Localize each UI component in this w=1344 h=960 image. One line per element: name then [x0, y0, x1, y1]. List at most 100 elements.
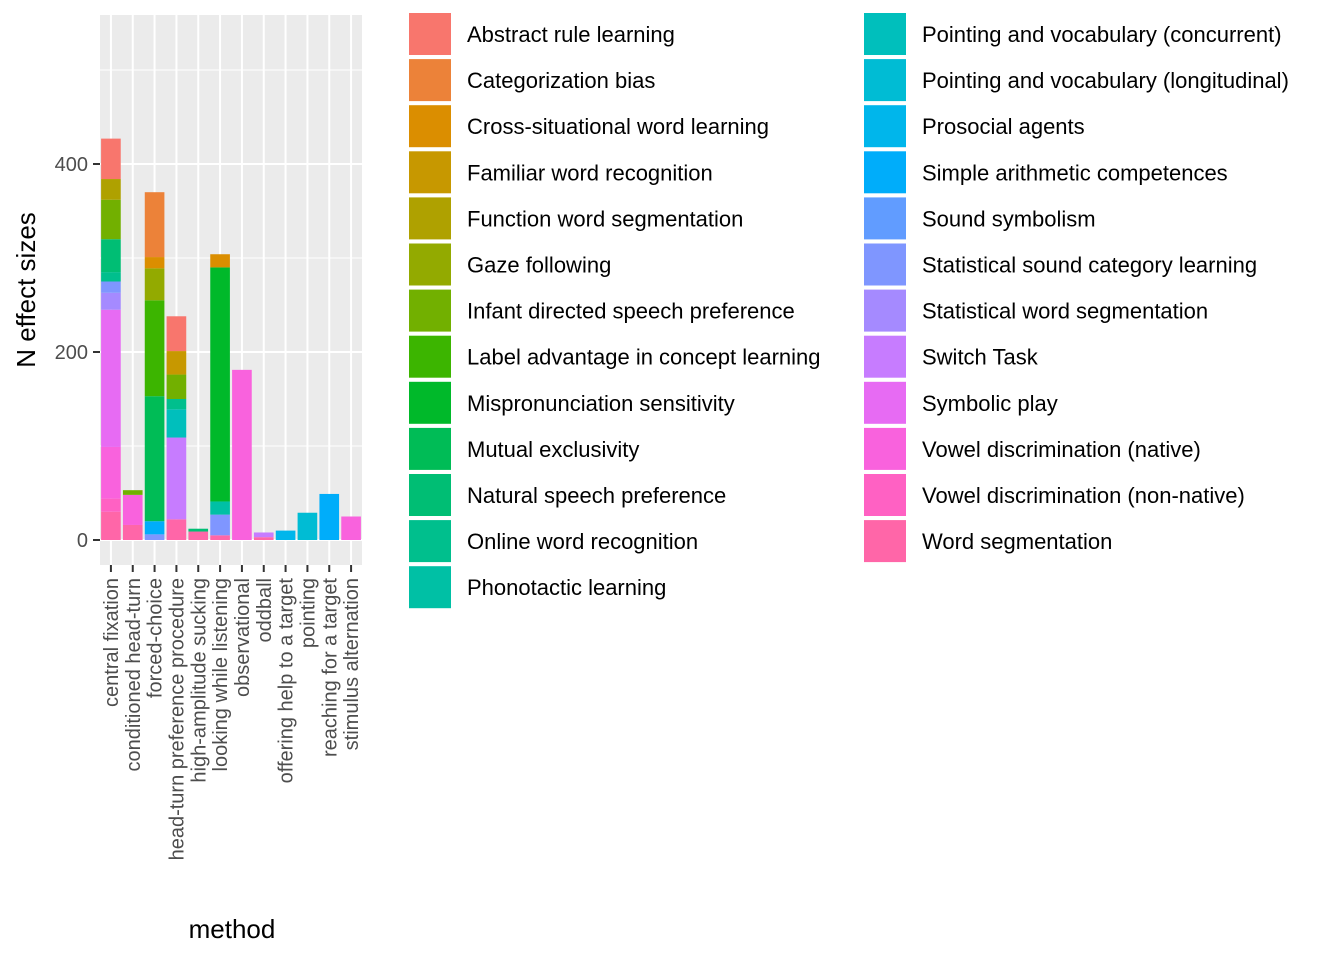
legend-swatch: [864, 474, 906, 516]
y-tick-label: 400: [55, 154, 88, 176]
bar-segment: central fixation — Infant directed speec…: [101, 199, 121, 240]
legend-item: Phonotactic learning: [409, 566, 666, 609]
legend-swatch: [409, 289, 451, 332]
legend-label: Vowel discrimination (non-native): [922, 483, 1245, 508]
plot-panel: [100, 15, 362, 565]
y-axis-title: N effect sizes: [11, 212, 41, 368]
legend-swatch: [864, 59, 906, 102]
legend-item: Natural speech preference: [409, 474, 726, 516]
y-axis: 0 200 400: [55, 154, 100, 552]
legend-swatch: [409, 197, 451, 240]
legend-item: Switch Task: [864, 335, 1039, 378]
legend-item: Familiar word recognition: [409, 151, 713, 194]
legend-item: Vowel discrimination (native): [864, 427, 1201, 470]
bar-segment: observational — Vowel discrimination (na…: [232, 369, 252, 540]
legend-swatch: [409, 105, 451, 148]
bar-segment: oddball — Switch Task: 5: [253, 532, 274, 538]
bar-segment: reaching for a target — Simple arithmeti…: [319, 493, 340, 540]
legend-item: Mispronunciation sensitivity: [409, 381, 735, 424]
bar-stacks: central fixation — Word segmentation: 30…: [101, 138, 361, 540]
legend-label: Prosocial agents: [922, 114, 1085, 139]
legend-item: Statistical sound category learning: [864, 243, 1257, 286]
legend-item: Pointing and vocabulary (longitudinal): [864, 59, 1289, 102]
legend-label: Cross-situational word learning: [467, 114, 769, 139]
legend-item: Simple arithmetic competences: [864, 151, 1228, 194]
legend-item: Infant directed speech preference: [409, 289, 795, 332]
bar-segment: forced-choice — Statistical sound catego…: [144, 534, 165, 540]
legend-label: Phonotactic learning: [467, 575, 666, 600]
x-tick-label: observational: [232, 578, 254, 697]
legend-swatch: [409, 427, 451, 470]
bar-segment: central fixation — Online word recogniti…: [101, 272, 121, 282]
x-tick-label: offering help to a target: [276, 578, 298, 784]
x-axis: central fixation conditioned head-turn for…: [101, 565, 363, 860]
bar-segment: conditioned head-turn — Infant directed …: [122, 490, 143, 495]
bar-segment: looking while listening — Word segmentat…: [210, 535, 230, 540]
legend-label: Statistical word segmentation: [922, 299, 1208, 324]
legend-label: Infant directed speech preference: [467, 299, 795, 324]
legend-swatch: [864, 520, 906, 563]
bar-segment: forced-choice — Cross-situational word l…: [144, 257, 165, 269]
legend-item: Label advantage in concept learning: [409, 335, 821, 378]
x-tick-label: reaching for a target: [319, 578, 341, 757]
bar-segment: central fixation — Statistical word segm…: [101, 292, 121, 310]
legend-label: Pointing and vocabulary (concurrent): [922, 22, 1282, 47]
legend-label: Abstract rule learning: [467, 22, 675, 47]
legend-label: Mispronunciation sensitivity: [467, 391, 735, 416]
bar-segment: forced-choice — Label advantage in conce…: [144, 300, 165, 397]
bar-segment: conditioned head-turn — Vowel discrimina…: [122, 494, 143, 525]
bar-segment: conditioned head-turn — Word segmentatio…: [122, 524, 143, 540]
x-tick-label: conditioned head-turn: [123, 578, 145, 771]
legend-swatch: [864, 105, 906, 148]
bar-segment: forced-choice — Mutual exclusivity: 133: [144, 396, 165, 522]
legend-item: Gaze following: [409, 243, 611, 286]
bar-segment: looking while listening — Mispronunciati…: [210, 267, 230, 502]
legend-item: Function word segmentation: [409, 197, 743, 240]
bar-segment: pointing — Pointing and vocabulary (long…: [297, 512, 318, 540]
legend-label: Vowel discrimination (native): [922, 437, 1201, 462]
x-tick-label: pointing: [297, 578, 319, 648]
legend-swatch: [864, 335, 906, 378]
legend-label: Function word segmentation: [467, 206, 743, 231]
x-tick-label: looking while listening: [210, 578, 232, 771]
x-tick-label: forced-choice: [145, 578, 167, 698]
legend-label: Familiar word recognition: [467, 160, 713, 185]
legend-swatch: [409, 13, 451, 55]
legend-item: Abstract rule learning: [409, 13, 675, 55]
bar-segment: looking while listening — Statistical so…: [210, 514, 230, 536]
legend-label: Natural speech preference: [467, 483, 726, 508]
bar-segment: central fixation — Vowel discrimination …: [101, 498, 121, 512]
legend-label: Simple arithmetic competences: [922, 160, 1228, 185]
legend-label: Label advantage in concept learning: [467, 345, 821, 370]
legend-item: Sound symbolism: [864, 197, 1096, 240]
bar-segment: central fixation — Function word segment…: [101, 179, 121, 200]
legend-swatch: [409, 520, 451, 563]
bar-segment: central fixation — Symbolic play: 146: [101, 309, 121, 447]
legend-swatch: [409, 243, 451, 286]
bar-segment: head-turn preference procedure — Familia…: [166, 351, 187, 375]
legend-swatch: [864, 289, 906, 332]
legend-item: Statistical word segmentation: [864, 289, 1208, 332]
legend-swatch: [864, 381, 906, 424]
legend-item: Symbolic play: [864, 381, 1058, 424]
legend-swatch: [409, 151, 451, 194]
minor-gridlines: [100, 69, 362, 447]
legend-swatch: [864, 13, 906, 55]
bar-segment: head-turn preference procedure — Abstrac…: [166, 316, 187, 352]
legend-label: Gaze following: [467, 253, 611, 278]
x-tick-label: stimulus alternation: [341, 578, 363, 750]
legend-swatch: [409, 566, 451, 609]
legend-label: Mutual exclusivity: [467, 437, 639, 462]
x-axis-title: method: [189, 914, 276, 944]
legend-swatch: [864, 197, 906, 240]
legend-label: Online word recognition: [467, 529, 698, 554]
bar-segment: central fixation — Natural speech prefer…: [101, 239, 121, 273]
x-tick-label: oddball: [254, 578, 276, 643]
bar-segment: central fixation — Statistical sound cat…: [101, 281, 121, 293]
bar-segment: head-turn preference procedure — Online …: [166, 399, 187, 410]
legend: Abstract rule learning Categorization bia…: [409, 13, 1289, 609]
bar-segment: high-amplitude sucking — Natural speech …: [188, 528, 209, 532]
bar-segment: head-turn preference procedure — Word se…: [166, 519, 187, 540]
legend-item: Vowel discrimination (non-native): [864, 474, 1245, 516]
legend-label: Categorization bias: [467, 68, 655, 93]
